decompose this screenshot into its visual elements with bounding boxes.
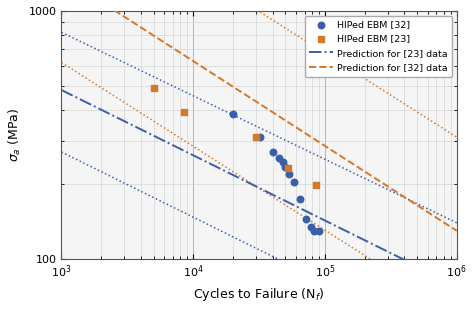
HIPed EBM [32] <box>307 224 315 229</box>
HIPed EBM [23] <box>180 110 188 115</box>
X-axis label: Cycles to Failure (N$_f$): Cycles to Failure (N$_f$) <box>193 286 325 303</box>
HIPed EBM [32] <box>310 228 318 233</box>
Y-axis label: $\sigma_a$ (MPa): $\sigma_a$ (MPa) <box>7 108 23 162</box>
HIPed EBM [32] <box>297 196 304 201</box>
HIPed EBM [32] <box>279 160 287 165</box>
HIPed EBM [32] <box>315 228 323 233</box>
HIPed EBM [32] <box>229 111 237 116</box>
HIPed EBM [32] <box>282 165 289 170</box>
HIPed EBM [32] <box>275 156 283 161</box>
HIPed EBM [23] <box>284 166 292 171</box>
Legend: HIPed EBM [32], HIPed EBM [23], Prediction for [23] data, Prediction for [32] da: HIPed EBM [32], HIPed EBM [23], Predicti… <box>305 16 452 77</box>
HIPed EBM [32] <box>256 135 264 140</box>
HIPed EBM [32] <box>290 179 298 184</box>
HIPed EBM [23] <box>150 85 157 90</box>
HIPed EBM [23] <box>252 135 260 140</box>
HIPed EBM [23] <box>312 183 319 188</box>
HIPed EBM [32] <box>269 149 276 154</box>
HIPed EBM [32] <box>285 172 292 177</box>
HIPed EBM [32] <box>302 216 310 221</box>
